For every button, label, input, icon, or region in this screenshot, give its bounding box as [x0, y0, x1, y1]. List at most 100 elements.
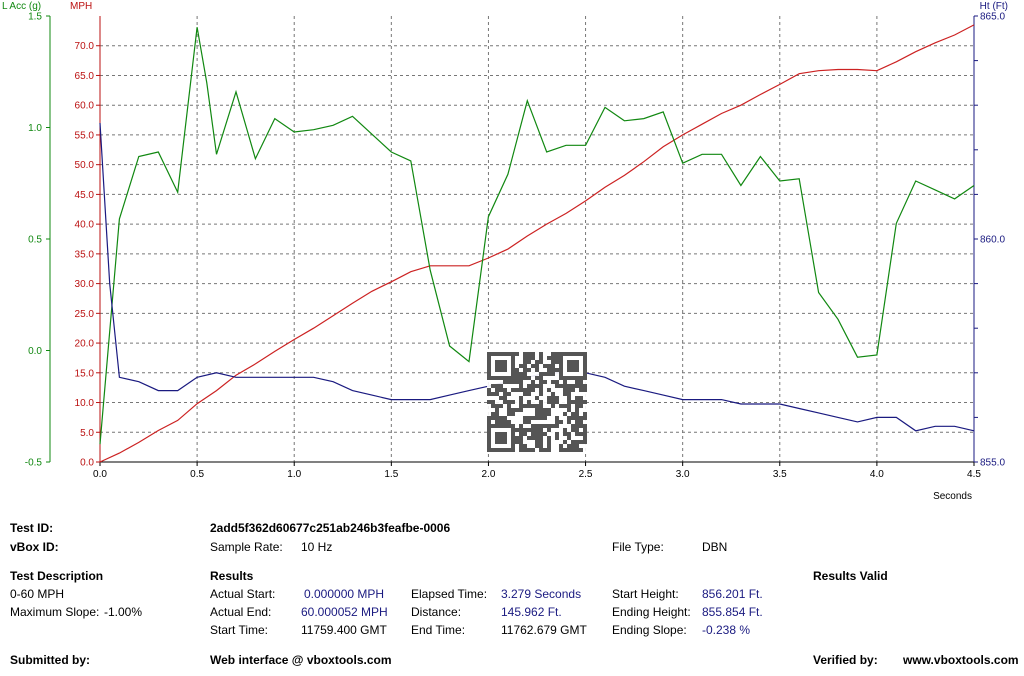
qr-module — [551, 372, 555, 376]
qr-module — [555, 416, 559, 420]
mph-tick-label: 30.0 — [75, 279, 95, 290]
web-interface-link[interactable]: Web interface @ vboxtools.com — [210, 653, 392, 667]
qr-module — [511, 380, 515, 384]
qr-module — [583, 388, 587, 392]
qr-module — [523, 420, 527, 424]
qr-module — [543, 364, 547, 368]
acc-tick-label: -0.5 — [25, 458, 43, 469]
qr-module — [571, 424, 575, 428]
qr-module — [551, 396, 555, 400]
qr-module — [547, 388, 551, 392]
qr-module — [563, 388, 567, 392]
qr-module — [515, 408, 519, 412]
sample-rate-value: 10 Hz — [301, 540, 333, 554]
qr-module — [519, 400, 523, 404]
qr-module — [579, 404, 583, 408]
qr-module — [547, 440, 551, 444]
mph-tick-label: 60.0 — [75, 101, 95, 112]
qr-module — [575, 440, 579, 444]
acc-tick-label: 0.5 — [28, 235, 42, 246]
qr-module — [523, 352, 527, 356]
qr-module — [575, 396, 579, 400]
qr-module — [511, 388, 515, 392]
qr-module — [551, 400, 555, 404]
qr-module — [491, 384, 495, 388]
acc-tick-label: 1.0 — [28, 123, 42, 134]
qr-module — [555, 432, 559, 436]
qr-module — [495, 404, 499, 408]
qr-module — [571, 388, 575, 392]
qr-module — [523, 388, 527, 392]
x-tick-label: 0.5 — [190, 469, 204, 480]
qr-module — [523, 356, 527, 360]
qr-module — [531, 380, 535, 384]
qr-module — [547, 368, 551, 372]
qr-module — [547, 444, 551, 448]
qr-module — [559, 444, 563, 448]
test-id-label: Test ID: — [10, 521, 54, 535]
qr-module — [583, 412, 587, 416]
qr-module — [527, 376, 531, 380]
qr-module — [583, 428, 587, 432]
actual-start-value: 0.000000 MPH — [304, 587, 385, 601]
elapsed-time-label: Elapsed Time: — [411, 587, 488, 601]
start-height-value: 856.201 Ft. — [702, 587, 763, 601]
qr-module — [535, 404, 539, 408]
qr-module — [511, 408, 515, 412]
qr-module — [535, 416, 539, 420]
qr-module — [523, 372, 527, 376]
qr-module — [539, 384, 543, 388]
qr-module — [563, 380, 567, 384]
qr-module — [571, 444, 575, 448]
verified-by-link[interactable]: www.vboxtools.com — [903, 653, 1019, 667]
test-id-value: 2add5f362d60677c251ab246b3feafbe-0006 — [210, 521, 451, 535]
qr-module — [515, 436, 519, 440]
qr-module — [539, 360, 543, 364]
qr-module — [551, 364, 555, 368]
ht-tick-label: 865.0 — [980, 12, 1005, 23]
qr-finder-inner — [567, 360, 579, 372]
ending-height-label: Ending Height: — [612, 605, 691, 619]
mph-tick-label: 0.0 — [80, 458, 94, 469]
qr-module — [523, 364, 527, 368]
qr-module — [571, 440, 575, 444]
qr-module — [487, 400, 491, 404]
distance-value: 145.962 Ft. — [501, 605, 562, 619]
x-axis-title: Seconds — [933, 491, 972, 502]
file-type-value: DBN — [702, 540, 728, 554]
ht-tick-label: 855.0 — [980, 458, 1005, 469]
qr-module — [519, 376, 523, 380]
qr-module — [527, 400, 531, 404]
qr-module — [499, 416, 503, 420]
qr-module — [575, 428, 579, 432]
x-tick-label: 3.5 — [773, 469, 787, 480]
qr-module — [539, 372, 543, 376]
x-tick-label: 4.5 — [967, 469, 981, 480]
mph-tick-label: 45.0 — [75, 190, 95, 201]
qr-module — [499, 396, 503, 400]
qr-module — [519, 372, 523, 376]
actual-start-label: Actual Start: — [210, 587, 276, 601]
qr-module — [515, 388, 519, 392]
qr-module — [567, 392, 571, 396]
qr-module — [543, 380, 547, 384]
qr-module — [487, 420, 491, 424]
start-height-label: Start Height: — [612, 587, 679, 601]
qr-module — [555, 384, 559, 388]
max-slope-value: -1.00% — [104, 605, 143, 619]
qr-module — [527, 448, 531, 452]
qr-module — [555, 396, 559, 400]
qr-module — [543, 372, 547, 376]
qr-module — [495, 420, 499, 424]
qr-module — [555, 380, 559, 384]
qr-module — [491, 416, 495, 420]
qr-module — [503, 400, 507, 404]
qr-module — [531, 432, 535, 436]
qr-module — [575, 448, 579, 452]
acc-tick-label: 0.0 — [28, 346, 42, 357]
qr-module — [551, 356, 555, 360]
qr-module — [535, 428, 539, 432]
qr-module — [547, 408, 551, 412]
qr-module — [519, 436, 523, 440]
qr-module — [539, 444, 543, 448]
